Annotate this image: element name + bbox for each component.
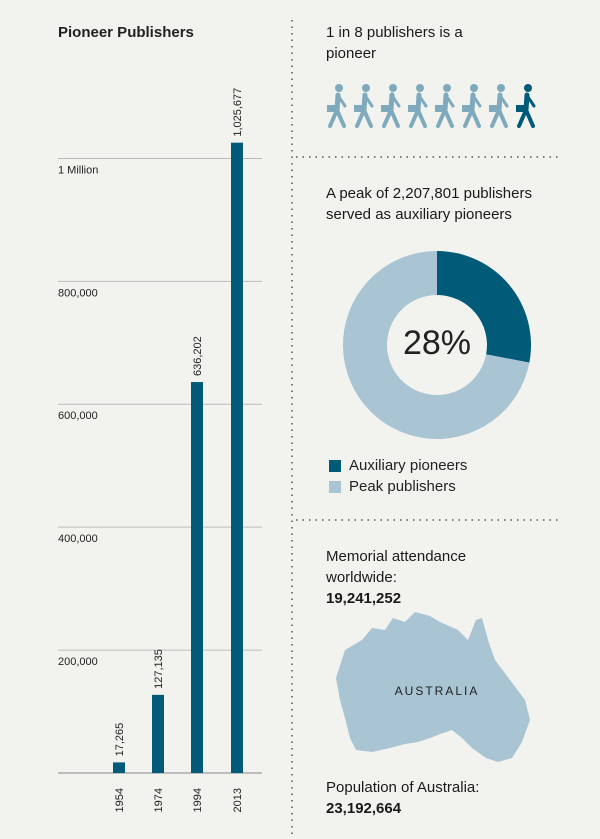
x-tick-label: 1954 [114,788,126,812]
icon-arm [337,95,347,108]
population-value: 23,192,664 [326,800,402,817]
x-tick-label: 1994 [192,788,204,812]
y-tick-label: 600,000 [58,410,98,422]
icon-arm [391,95,401,108]
icon-briefcase [327,105,335,112]
memorial-value: 19,241,252 [326,590,402,607]
map-australia [336,612,530,762]
icon-head [443,84,451,92]
person-icon [381,84,401,128]
icon-briefcase [381,105,389,112]
value-label: 1,025,677 [232,88,244,137]
bar [152,694,164,773]
icon-leg [362,108,373,128]
icon-head [335,84,343,92]
pie-slice [437,251,531,363]
y-tick-label: 800,000 [58,287,98,299]
value-label: 17,265 [114,723,126,757]
value-label: 636,202 [192,336,204,376]
legend-swatch [329,481,341,493]
icon-leg [382,108,393,128]
icon-leg [517,108,528,128]
icon-head [362,84,370,92]
icon-leg [355,108,366,128]
pictogram-title: 1 in 8 publishers is a pioneer [326,24,463,62]
person-icon [435,84,455,128]
icon-arm [445,95,455,108]
y-tick-label: 200,000 [58,656,98,668]
person-icon [516,84,536,128]
legend-label: Peak publishers [349,478,456,495]
icon-leg [335,108,346,128]
bar [113,762,125,773]
person-icon [462,84,482,128]
icon-leg [328,108,339,128]
icon-leg [409,108,420,128]
icon-leg [416,108,427,128]
icon-leg [490,108,501,128]
pie-slice [342,251,530,439]
chart-title: Pioneer Publishers [58,24,194,41]
icon-briefcase [516,105,524,112]
person-icon [327,84,347,128]
icon-leg [436,108,447,128]
pie-title: A peak of 2,207,801 publishers served as… [326,185,532,223]
person-icon [489,84,509,128]
icon-head [497,84,505,92]
icon-leg [443,108,454,128]
memorial-label: Memorial attendance worldwide: [326,548,467,586]
icon-briefcase [462,105,470,112]
center-label: 28% [403,324,471,362]
x-tick-label: 2013 [232,788,244,812]
value-label: 127,135 [153,649,165,689]
y-tick-label: 1 Million [58,164,98,176]
map-label: AUSTRALIA [395,684,480,698]
icon-leg [463,108,474,128]
icon-arm [364,95,374,108]
icon-leg [470,108,481,128]
icon-head [470,84,478,92]
y-tick-label: 400,000 [58,533,98,545]
icon-briefcase [435,105,443,112]
person-icon [408,84,428,128]
icon-briefcase [489,105,497,112]
icon-arm [499,95,509,108]
icon-head [389,84,397,92]
population-label: Population of Australia: [326,779,480,796]
bar [191,382,203,773]
legend-swatch [329,460,341,472]
icon-leg [497,108,508,128]
icon-head [524,84,532,92]
icon-arm [418,95,428,108]
icon-leg [524,108,535,128]
icon-leg [389,108,400,128]
icon-head [416,84,424,92]
icon-briefcase [408,105,416,112]
icon-arm [526,95,536,108]
x-tick-label: 1974 [153,788,165,812]
icon-arm [472,95,482,108]
person-icon [354,84,374,128]
legend-label: Auxiliary pioneers [349,457,467,474]
icon-briefcase [354,105,362,112]
bar [231,142,243,773]
